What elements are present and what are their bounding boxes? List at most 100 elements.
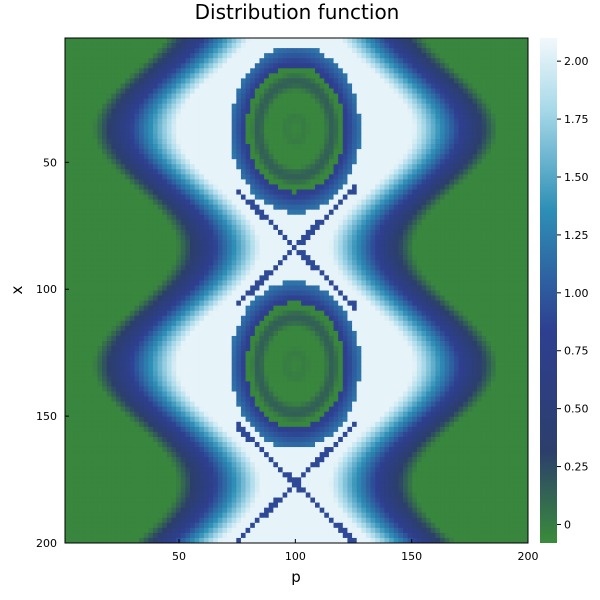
heatmap-cell: [458, 209, 464, 216]
heatmap-cell: [495, 184, 501, 191]
heatmap-cell: [504, 270, 511, 276]
heatmap-cell: [199, 93, 205, 100]
heatmap-cell: [467, 240, 474, 246]
heatmap-cell: [435, 113, 441, 120]
heatmap-cell: [402, 108, 409, 115]
heatmap-cell: [264, 139, 270, 145]
heatmap-cell: [342, 128, 349, 135]
heatmap-cell: [324, 128, 330, 135]
heatmap-cell: [444, 270, 450, 276]
heatmap-cell: [467, 265, 474, 271]
heatmap-cell: [199, 53, 205, 59]
heatmap-cell: [333, 133, 339, 140]
heatmap-cell: [92, 83, 99, 90]
heatmap-cell: [171, 149, 177, 155]
heatmap-cell: [291, 159, 298, 165]
heatmap-cell: [102, 245, 108, 251]
heatmap-cell: [481, 209, 487, 216]
heatmap-cell: [139, 179, 145, 186]
heatmap-cell: [384, 280, 390, 287]
heatmap-cell: [277, 133, 284, 140]
heatmap-cell: [111, 83, 117, 90]
heatmap-cell: [203, 73, 210, 79]
heatmap-cell: [296, 154, 302, 160]
heatmap-cell: [236, 63, 242, 69]
heatmap-cell: [518, 83, 524, 90]
heatmap-cell: [185, 88, 191, 95]
heatmap-cell: [347, 103, 353, 110]
heatmap-cell: [157, 73, 163, 79]
heatmap-cell: [203, 229, 210, 236]
heatmap-cell: [440, 174, 446, 180]
heatmap-cell: [102, 250, 108, 256]
heatmap-cell: [180, 93, 186, 100]
heatmap-cell: [361, 245, 367, 251]
heatmap-cell: [361, 265, 367, 271]
heatmap-cell: [254, 260, 261, 266]
heatmap-cell: [152, 255, 159, 261]
heatmap-cell: [495, 154, 501, 160]
heatmap-cell: [453, 255, 460, 261]
heatmap-cell: [430, 265, 436, 271]
heatmap-cell: [273, 174, 279, 180]
heatmap-cell: [250, 48, 256, 54]
heatmap-cell: [370, 184, 376, 191]
heatmap-cell: [102, 93, 108, 100]
heatmap-cell: [310, 133, 316, 140]
heatmap-cell: [162, 53, 168, 59]
heatmap-cell: [328, 88, 335, 95]
heatmap-cell: [194, 164, 200, 170]
heatmap-cell: [430, 245, 436, 251]
heatmap-cell: [347, 245, 353, 251]
heatmap-cell: [324, 189, 330, 196]
heatmap-cell: [227, 275, 233, 281]
heatmap-cell: [352, 93, 358, 100]
heatmap-cell: [92, 285, 99, 292]
heatmap-cell: [393, 113, 399, 120]
heatmap-cell: [523, 149, 528, 155]
heatmap-cell: [407, 123, 413, 130]
heatmap-cell: [375, 245, 381, 251]
heatmap-cell: [338, 179, 344, 186]
heatmap-cell: [342, 255, 349, 261]
heatmap-cell: [486, 159, 492, 165]
heatmap-cell: [384, 78, 390, 85]
heatmap-cell: [143, 139, 149, 145]
heatmap-cell: [227, 159, 233, 165]
heatmap-cell: [416, 133, 423, 140]
heatmap-cell: [361, 179, 367, 186]
heatmap-cell: [125, 139, 131, 145]
heatmap-cell: [143, 255, 149, 261]
heatmap-cell: [199, 98, 205, 105]
heatmap-cell: [426, 58, 432, 64]
heatmap-cell: [301, 219, 307, 226]
heatmap-cell: [125, 245, 131, 251]
heatmap-cell: [129, 189, 136, 196]
heatmap-cell: [412, 234, 418, 241]
heatmap-cell: [282, 229, 288, 236]
heatmap-cell: [277, 240, 284, 246]
heatmap-cell: [393, 164, 399, 170]
heatmap-cell: [324, 38, 330, 44]
heatmap-cell: [440, 63, 446, 69]
heatmap-cell: [375, 68, 381, 74]
heatmap-cell: [217, 154, 224, 160]
heatmap-cell: [227, 214, 233, 221]
heatmap-cell: [402, 103, 409, 110]
heatmap-cell: [125, 83, 131, 90]
heatmap-cell: [296, 38, 302, 44]
heatmap-cell: [111, 245, 117, 251]
heatmap-cell: [402, 194, 409, 201]
heatmap-cell: [338, 73, 344, 79]
heatmap-cell: [523, 154, 528, 160]
heatmap-cell: [324, 245, 330, 251]
heatmap-cell: [356, 73, 362, 79]
heatmap-cell: [213, 38, 219, 44]
heatmap-cell: [435, 224, 441, 231]
heatmap-cell: [217, 159, 224, 165]
heatmap-cell: [296, 53, 302, 59]
heatmap-cell: [490, 118, 497, 125]
heatmap-cell: [171, 280, 177, 287]
heatmap-cell: [319, 144, 325, 150]
heatmap-cell: [435, 174, 441, 180]
